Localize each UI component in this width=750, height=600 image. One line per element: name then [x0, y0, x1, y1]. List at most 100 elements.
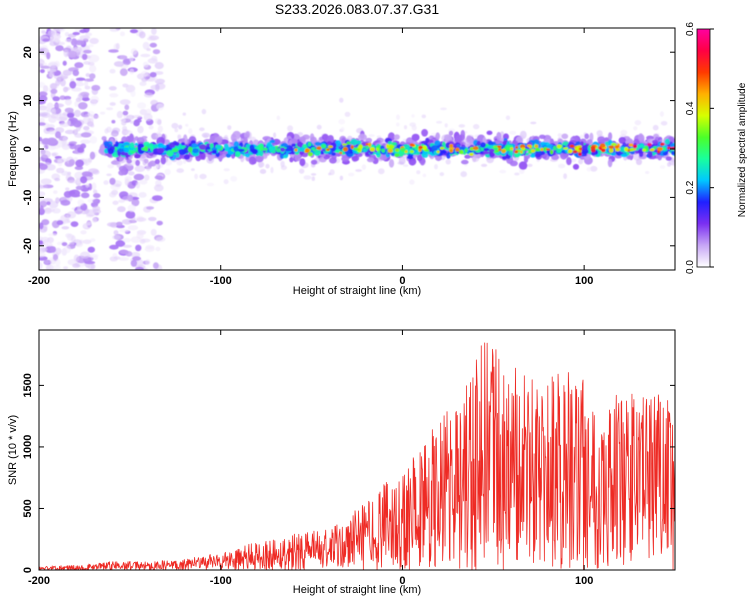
spectrogram-blob: [657, 146, 663, 152]
spectrogram-blob: [39, 91, 48, 97]
spectrogram-blob: [152, 49, 161, 55]
spectrogram-blob: [85, 32, 93, 37]
spectrogram-blob: [206, 143, 210, 148]
spectrogram-blob: [44, 260, 50, 265]
spectrogram-blob: [487, 140, 494, 146]
spectrogram-blob: [82, 53, 88, 60]
spectrogram-blob: [486, 130, 493, 135]
spectrogram-blob: [440, 107, 447, 111]
spectrogram-blob: [72, 31, 80, 36]
spectrogram-blob: [586, 139, 593, 145]
spectrogram-blob: [509, 130, 517, 135]
spectrogram-blob: [652, 124, 659, 131]
spectrogram-blob: [74, 62, 84, 69]
spectrogram-blob: [72, 120, 82, 128]
spectrogram-blob: [310, 136, 317, 144]
spectrogram-blob: [113, 256, 121, 260]
spectrogram-blob: [505, 115, 511, 121]
spectrogram-blob: [294, 148, 298, 152]
spectrogram-blob: [137, 145, 142, 151]
spectrogram-blob: [117, 151, 121, 156]
spectrogram-blob: [108, 49, 119, 53]
spectrogram-blob: [223, 179, 229, 185]
spectrogram-blob: [269, 139, 276, 144]
spectrogram-blob: [71, 47, 78, 51]
spectrogram-blob: [283, 154, 288, 159]
spectrogram-blob: [515, 146, 519, 149]
spectrogram-blob: [69, 81, 77, 89]
spectrogram-blob: [499, 169, 507, 174]
spectrogram-blob: [74, 109, 81, 118]
spectrogram-blob: [502, 155, 507, 160]
spectrogram-blob: [133, 173, 145, 181]
spectrogram-blob: [551, 154, 560, 160]
spectrogram-blob: [618, 136, 626, 144]
spectrogram-blob: [417, 155, 423, 162]
spectrogram-blob: [147, 37, 157, 41]
spectrogram-blob: [411, 114, 415, 118]
spectrogram-blob: [212, 149, 217, 154]
spectrogram-blob: [183, 154, 191, 160]
spectrogram-blob: [151, 28, 157, 35]
spectrogram-blob: [50, 83, 58, 90]
spectrogram-blob: [545, 148, 551, 151]
spectrogram-blob: [387, 148, 393, 153]
spectrogram-blob: [83, 223, 88, 229]
spectrogram-blob: [53, 190, 58, 195]
y-tick-label: 0: [22, 567, 34, 573]
spectrogram-blob: [150, 84, 160, 90]
spectrogram-blob: [396, 122, 400, 127]
y-tick-label: -20: [22, 238, 34, 254]
spectrogram-blob: [83, 49, 92, 54]
spectrogram-blob: [316, 146, 322, 150]
spectrogram-blob: [92, 205, 101, 212]
spectrogram-blob: [135, 266, 144, 270]
spectrogram-blob: [184, 137, 189, 145]
spectrogram-blob: [144, 158, 149, 164]
spectrogram-blob: [439, 172, 445, 177]
spectrogram-blob: [39, 117, 45, 124]
snr-x-axis-label: Height of straight line (km): [293, 584, 421, 596]
spectrogram-blob: [47, 62, 59, 69]
spectrogram-blob: [41, 219, 50, 226]
spectrogram-blob: [339, 151, 343, 155]
spectrogram-blob: [92, 217, 97, 223]
spectrogram-blob: [116, 110, 123, 119]
spectrogram-blob: [115, 240, 126, 247]
spectrogram-blob: [572, 150, 578, 154]
spectrogram-blob: [129, 142, 135, 149]
spectrogram-blob: [490, 151, 495, 158]
spectrogram-blob: [93, 193, 101, 199]
spectrogram-blob: [191, 143, 199, 148]
spectrogram-blob: [122, 58, 131, 66]
spectrogram-blob: [109, 68, 116, 74]
spectrogram-blob: [75, 82, 85, 87]
spectrogram-blob: [304, 148, 310, 154]
spectrogram-blob: [237, 148, 245, 152]
spectrogram-blob: [90, 124, 95, 128]
spectrogram-blob: [135, 159, 141, 166]
spectrogram-blob: [375, 147, 379, 152]
spectrogram-blob: [111, 119, 116, 124]
spectrogram-blob: [181, 142, 185, 146]
spectrogram-blob: [129, 120, 134, 124]
spectrogram-blob: [566, 157, 572, 166]
spectrogram-blob: [61, 226, 70, 230]
spectrogram-blob: [310, 173, 317, 176]
y-tick-label: 1500: [22, 373, 34, 397]
spectrogram-blob: [147, 161, 153, 168]
spectrogram-blob: [273, 132, 277, 138]
spectrogram-blob: [671, 150, 675, 156]
spectrogram-blob: [148, 143, 154, 150]
spectrogram-blob: [39, 236, 44, 242]
spectrogram-blob: [563, 147, 569, 150]
spectrogram-blob: [78, 102, 88, 110]
spectrogram-blob: [192, 148, 199, 154]
spectrogram-blob: [81, 171, 92, 177]
spectrogram-blob: [148, 125, 154, 130]
spectrogram-blob: [510, 147, 514, 151]
spectrogram-blob: [223, 168, 230, 172]
spectrogram-blob: [166, 150, 174, 157]
spectrogram-blob: [596, 130, 603, 137]
spectrogram-blob: [388, 145, 393, 150]
